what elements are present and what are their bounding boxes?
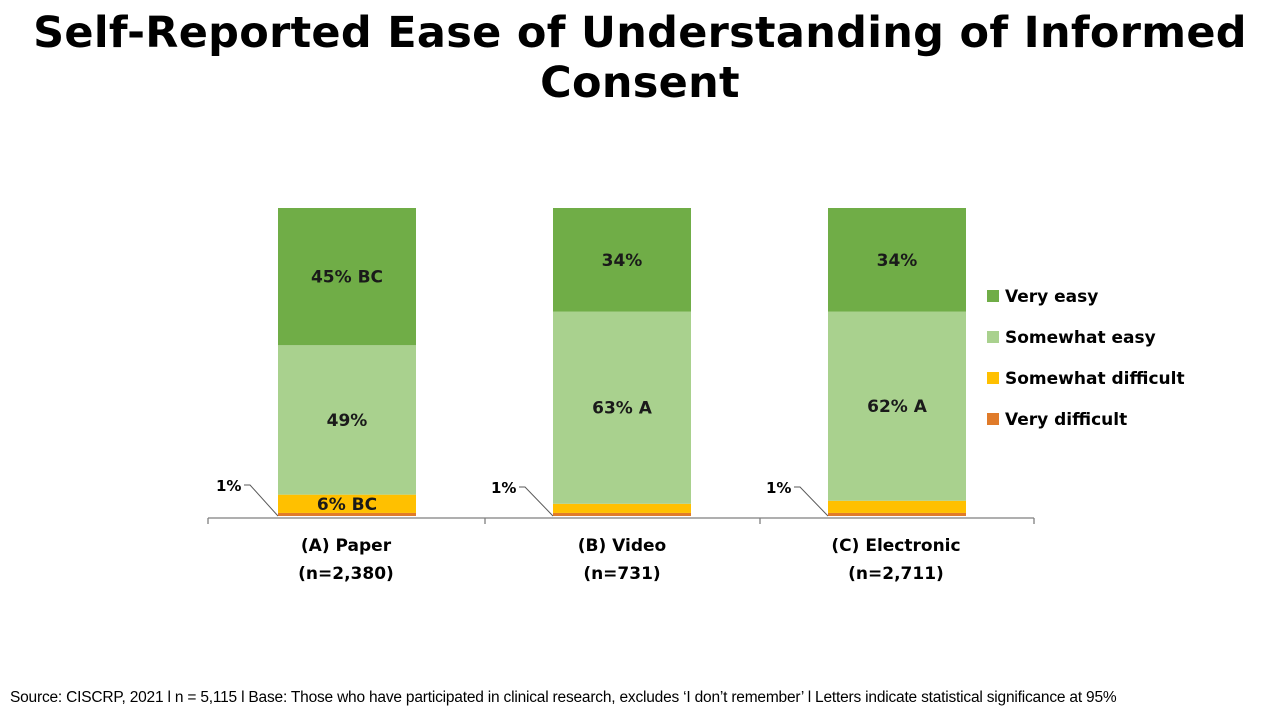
bar-segment-somewhat-difficult — [828, 500, 966, 513]
data-label-callout: 1% — [491, 479, 516, 497]
data-label: 34% — [602, 251, 643, 271]
data-label-callout: 1% — [766, 479, 791, 497]
source-note: Source: CISCRP, 2021 l n = 5,115 l Base:… — [10, 689, 1117, 706]
bar-segment-somewhat-easy — [553, 311, 691, 504]
data-label: 45% BC — [311, 268, 383, 288]
bar-segment-very-difficult — [828, 512, 966, 516]
callout-leader-line — [244, 484, 279, 517]
legend-swatch — [987, 372, 999, 384]
legend-swatch — [987, 290, 999, 302]
bar-segment-somewhat-difficult — [278, 494, 416, 513]
callout-leader-line — [794, 486, 829, 517]
data-label: 49% — [327, 411, 368, 431]
callout-leader-line — [519, 486, 554, 517]
legend-swatch — [987, 413, 999, 425]
category-label: (C) Electronic — [831, 536, 960, 556]
legend-swatch — [987, 331, 999, 343]
bar-segment-very-easy — [553, 208, 691, 312]
data-label: 63% A — [592, 399, 653, 419]
legend-label: Very easy — [1005, 287, 1098, 307]
bar-segment-very-difficult — [278, 512, 416, 516]
legend-label: Somewhat difficult — [1005, 369, 1185, 389]
data-label: 62% A — [867, 397, 928, 417]
legend-label: Very difficult — [1005, 410, 1127, 430]
chart-title: Self-Reported Ease of Understanding of I… — [33, 8, 1247, 108]
data-label: 34% — [877, 251, 918, 271]
category-n-label: (n=2,380) — [298, 564, 394, 584]
category-n-label: (n=2,711) — [848, 564, 944, 584]
bar-segment-somewhat-easy — [828, 311, 966, 501]
legend-label: Somewhat easy — [1005, 328, 1156, 348]
category-label: (B) Video — [578, 536, 666, 556]
category-n-label: (n=731) — [583, 564, 660, 584]
bar-segment-somewhat-easy — [278, 345, 416, 495]
bar-segment-somewhat-difficult — [553, 503, 691, 513]
bar-segment-very-difficult — [553, 512, 691, 516]
data-label: 6% BC — [317, 495, 377, 515]
category-label: (A) Paper — [301, 536, 392, 556]
data-label-callout: 1% — [216, 477, 241, 495]
bar-segment-very-easy — [828, 208, 966, 312]
bar-segment-very-easy — [278, 208, 416, 346]
